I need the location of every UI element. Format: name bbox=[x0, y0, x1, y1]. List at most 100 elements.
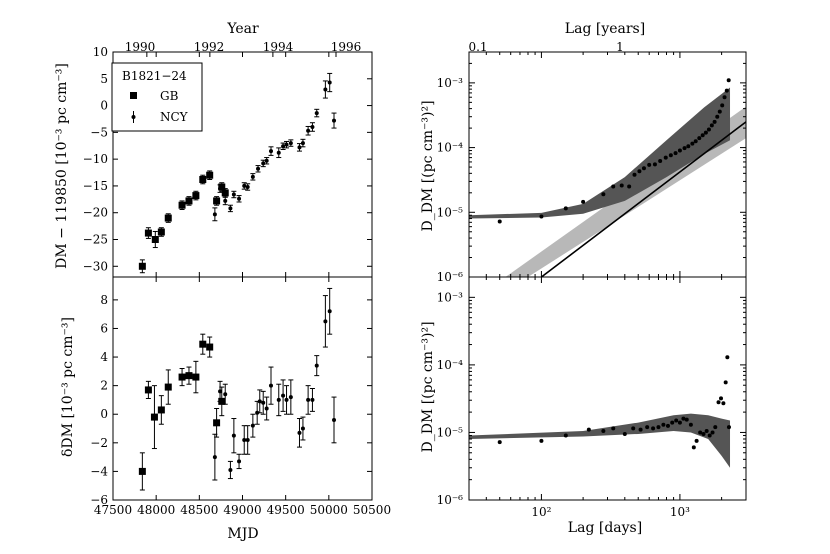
data-point-ncy bbox=[306, 397, 311, 402]
data-point bbox=[601, 192, 606, 197]
data-point bbox=[663, 155, 668, 160]
data-point bbox=[586, 427, 591, 432]
data-point-gb bbox=[151, 236, 159, 243]
data-point bbox=[611, 184, 616, 189]
data-point bbox=[627, 184, 632, 189]
data-point-gb bbox=[178, 201, 186, 209]
data-point-ncy bbox=[256, 166, 261, 171]
data-point bbox=[665, 423, 670, 428]
data-point-gb bbox=[150, 413, 158, 421]
y-tick-label: 10⁻⁶ bbox=[437, 270, 464, 284]
dm-timeseries-panel: −30 −25 −20 −15 −10 −5 0 5 10 bbox=[83, 45, 373, 278]
data-point-ncy bbox=[212, 212, 217, 217]
data-point-gb bbox=[185, 197, 193, 205]
data-point-gb bbox=[164, 214, 172, 222]
data-point-ncy bbox=[310, 125, 315, 129]
data-point-ncy bbox=[245, 437, 250, 442]
data-point-gb bbox=[138, 467, 146, 475]
y-tick-label: −20 bbox=[83, 206, 108, 220]
structure-function-bottom-panel: 10⁻⁶ 10⁻⁵ 10⁻⁴ 10⁻³ 10² 10³ bbox=[437, 276, 747, 519]
y-tick-label: −25 bbox=[83, 233, 108, 247]
data-point bbox=[670, 420, 675, 425]
x-tick-label: 50500 bbox=[353, 503, 391, 517]
data-point bbox=[677, 420, 682, 425]
data-point bbox=[700, 133, 705, 138]
y-tick-label: 0 bbox=[100, 99, 108, 113]
data-point bbox=[645, 425, 650, 430]
data-point-ncy bbox=[250, 174, 255, 179]
data-point-ncy bbox=[284, 142, 289, 147]
data-point-gb bbox=[206, 343, 214, 351]
delta-dm-timeseries-panel: −6 −4 −2 0 2 4 6 8 47500 48000 48500 49000 49500 5000… bbox=[90, 276, 391, 517]
data-point bbox=[656, 425, 661, 430]
data-point bbox=[677, 148, 682, 153]
data-point bbox=[682, 146, 687, 151]
y-tick-label: 10⁻⁴ bbox=[437, 141, 464, 155]
data-point bbox=[703, 130, 708, 135]
power-law-line bbox=[540, 121, 746, 277]
y-tick-label: −15 bbox=[83, 179, 108, 193]
data-point bbox=[684, 417, 689, 422]
data-point bbox=[652, 162, 657, 167]
data-point-ncy bbox=[310, 397, 315, 402]
data-point bbox=[622, 431, 627, 436]
delta-dm-ylabel: δDM [10⁻³ pc cm⁻³] bbox=[60, 317, 76, 457]
data-point bbox=[690, 141, 695, 146]
y-tick-label: 5 bbox=[100, 72, 108, 86]
y-tick-label: −6 bbox=[90, 493, 108, 507]
x-tick-label: 47500 bbox=[94, 503, 132, 517]
data-point bbox=[539, 438, 544, 443]
model-band bbox=[469, 413, 731, 468]
plot-frame bbox=[468, 276, 747, 501]
data-point-gb bbox=[218, 183, 226, 191]
data-point bbox=[712, 119, 717, 124]
data-point bbox=[637, 169, 642, 174]
data-point bbox=[726, 425, 731, 430]
y-tick-label: 10⁻³ bbox=[437, 290, 464, 304]
data-point-gb bbox=[178, 373, 186, 381]
data-point-ncy bbox=[255, 410, 260, 415]
data-point bbox=[658, 159, 663, 164]
data-point-ncy bbox=[257, 399, 262, 404]
structure-function-top-panel: 10⁻⁶ 10⁻⁵ 10⁻⁴ 10⁻³ bbox=[437, 51, 747, 284]
data-point-ncy bbox=[242, 437, 247, 442]
data-point bbox=[581, 199, 586, 204]
data-point-ncy bbox=[242, 183, 247, 188]
data-point bbox=[693, 139, 698, 144]
data-point-ncy bbox=[231, 192, 236, 197]
data-point-ncy bbox=[281, 393, 286, 398]
y-tick-label: 10⁻⁵ bbox=[437, 425, 464, 439]
data-point bbox=[647, 162, 652, 167]
x-tick-label: 50000 bbox=[310, 503, 348, 517]
data-point bbox=[661, 422, 666, 427]
data-point bbox=[713, 425, 718, 430]
data-point-gb bbox=[199, 340, 207, 348]
data-point bbox=[724, 88, 729, 93]
data-point bbox=[563, 206, 568, 211]
data-point bbox=[681, 416, 686, 421]
lag-years-axis-label: Lag [years] bbox=[565, 21, 645, 37]
x-tick-label: 48500 bbox=[180, 503, 218, 517]
data-point bbox=[631, 426, 636, 431]
data-point-ncy bbox=[261, 400, 266, 405]
data-point-ncy bbox=[268, 383, 273, 388]
data-point bbox=[563, 433, 568, 438]
data-point-ncy bbox=[250, 423, 255, 428]
data-point-ncy bbox=[264, 406, 269, 411]
data-point bbox=[723, 380, 728, 385]
year-axis-label: Year bbox=[226, 21, 259, 37]
sf-top-ylabel: D_DM [(pc cm⁻³)²] bbox=[420, 100, 436, 231]
data-point bbox=[497, 440, 502, 445]
data-point bbox=[651, 426, 656, 431]
data-point bbox=[716, 400, 721, 405]
y-tick-label: 2 bbox=[100, 379, 108, 393]
data-point bbox=[701, 431, 706, 436]
data-point-gb bbox=[192, 373, 200, 381]
data-point-ncy bbox=[212, 455, 217, 460]
data-point bbox=[674, 418, 679, 423]
data-point bbox=[698, 430, 703, 435]
legend-gb-label: GB bbox=[160, 89, 179, 103]
data-point-ncy bbox=[327, 309, 332, 314]
data-point-ncy bbox=[268, 149, 273, 154]
